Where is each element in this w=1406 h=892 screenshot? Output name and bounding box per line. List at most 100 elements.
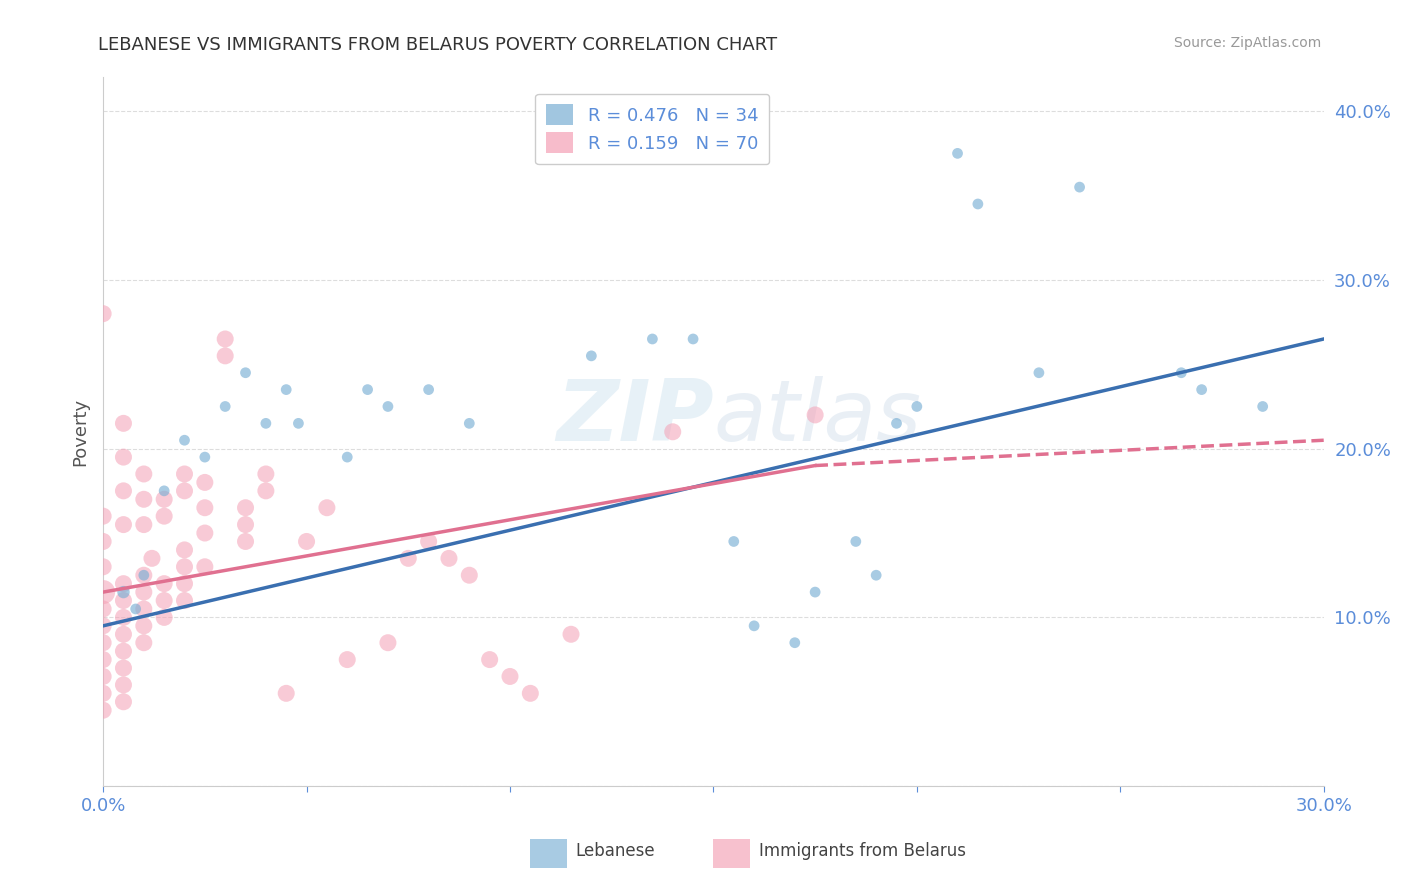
- Point: [519, 686, 541, 700]
- Point: [132, 467, 155, 481]
- Text: Source: ZipAtlas.com: Source: ZipAtlas.com: [1174, 36, 1322, 50]
- Point: [742, 619, 765, 633]
- Point: [91, 602, 114, 616]
- Point: [458, 417, 481, 431]
- Point: [173, 467, 195, 481]
- Point: [141, 551, 163, 566]
- Point: [124, 602, 146, 616]
- Point: [865, 568, 887, 582]
- Point: [132, 568, 155, 582]
- Point: [276, 383, 298, 397]
- Text: ZIP: ZIP: [555, 376, 713, 459]
- Text: Lebanese: Lebanese: [575, 842, 655, 861]
- Point: [112, 644, 135, 658]
- Point: [194, 526, 217, 541]
- Point: [235, 366, 257, 380]
- Point: [132, 492, 155, 507]
- Point: [173, 434, 195, 448]
- Point: [356, 383, 378, 397]
- Point: [112, 661, 135, 675]
- Point: [287, 417, 309, 431]
- Point: [1251, 400, 1274, 414]
- Point: [581, 349, 603, 363]
- Point: [783, 636, 806, 650]
- Point: [194, 475, 217, 490]
- Point: [173, 483, 195, 498]
- Point: [91, 703, 114, 717]
- Point: [112, 678, 135, 692]
- Point: [91, 585, 114, 599]
- Point: [91, 686, 114, 700]
- Point: [235, 500, 257, 515]
- Point: [112, 585, 135, 599]
- Point: [132, 636, 155, 650]
- Point: [112, 483, 135, 498]
- Point: [845, 534, 868, 549]
- Y-axis label: Poverty: Poverty: [72, 398, 89, 466]
- Point: [91, 509, 114, 524]
- Point: [112, 593, 135, 607]
- Point: [276, 686, 298, 700]
- Point: [153, 593, 176, 607]
- Text: atlas: atlas: [713, 376, 921, 459]
- Point: [91, 652, 114, 666]
- Point: [153, 492, 176, 507]
- Point: [1028, 366, 1050, 380]
- Point: [478, 652, 501, 666]
- Point: [560, 627, 582, 641]
- Point: [91, 669, 114, 683]
- Point: [254, 417, 277, 431]
- Point: [377, 400, 399, 414]
- Point: [112, 610, 135, 624]
- Point: [661, 425, 683, 439]
- Point: [112, 450, 135, 464]
- Point: [641, 332, 664, 346]
- Point: [173, 593, 195, 607]
- Point: [682, 332, 704, 346]
- Point: [112, 627, 135, 641]
- Point: [377, 636, 399, 650]
- Point: [1069, 180, 1091, 194]
- Point: [1191, 383, 1213, 397]
- Point: [235, 517, 257, 532]
- Point: [967, 197, 990, 211]
- Point: [418, 534, 440, 549]
- Point: [112, 417, 135, 431]
- Point: [295, 534, 318, 549]
- Point: [254, 467, 277, 481]
- Point: [946, 146, 969, 161]
- Point: [336, 450, 359, 464]
- Point: [112, 517, 135, 532]
- Point: [91, 619, 114, 633]
- Point: [254, 483, 277, 498]
- Point: [194, 450, 217, 464]
- Point: [194, 500, 217, 515]
- Point: [437, 551, 460, 566]
- Point: [214, 332, 236, 346]
- Point: [886, 417, 908, 431]
- Point: [132, 517, 155, 532]
- Point: [132, 602, 155, 616]
- Point: [132, 568, 155, 582]
- Point: [112, 695, 135, 709]
- Point: [153, 576, 176, 591]
- Point: [173, 542, 195, 557]
- Text: LEBANESE VS IMMIGRANTS FROM BELARUS POVERTY CORRELATION CHART: LEBANESE VS IMMIGRANTS FROM BELARUS POVE…: [98, 36, 778, 54]
- FancyBboxPatch shape: [530, 839, 567, 868]
- Point: [153, 610, 176, 624]
- Point: [173, 576, 195, 591]
- FancyBboxPatch shape: [713, 839, 749, 868]
- Point: [91, 636, 114, 650]
- Point: [1170, 366, 1192, 380]
- Point: [804, 408, 827, 422]
- Point: [112, 576, 135, 591]
- Point: [396, 551, 419, 566]
- Point: [132, 585, 155, 599]
- Point: [214, 349, 236, 363]
- Point: [91, 534, 114, 549]
- Point: [723, 534, 745, 549]
- Point: [194, 559, 217, 574]
- Point: [336, 652, 359, 666]
- Point: [499, 669, 522, 683]
- Point: [316, 500, 339, 515]
